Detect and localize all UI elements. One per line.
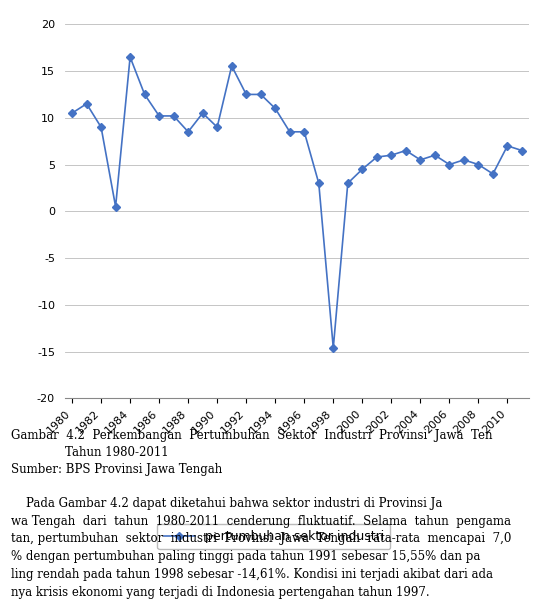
pertumbuhan sektor industri [490, 170, 496, 178]
pertumbuhan sektor industri [359, 165, 366, 173]
pertumbuhan sektor industri [519, 147, 525, 154]
pertumbuhan sektor industri [475, 161, 482, 168]
pertumbuhan sektor industri [301, 128, 307, 136]
pertumbuhan sektor industri [171, 112, 177, 120]
pertumbuhan sektor industri [141, 91, 148, 98]
Text: Sumber: BPS Provinsi Jawa Tengah: Sumber: BPS Provinsi Jawa Tengah [11, 463, 222, 475]
pertumbuhan sektor industri [156, 112, 163, 120]
pertumbuhan sektor industri [287, 128, 293, 136]
pertumbuhan sektor industri [461, 156, 467, 164]
pertumbuhan sektor industri [374, 153, 380, 161]
pertumbuhan sektor industri [388, 151, 395, 159]
Text: Pada Gambar 4.2 dapat diketahui bahwa sektor industri di Provinsi Ja: Pada Gambar 4.2 dapat diketahui bahwa se… [11, 497, 442, 510]
pertumbuhan sektor industri [228, 62, 235, 69]
pertumbuhan sektor industri [258, 91, 264, 98]
pertumbuhan sektor industri [431, 151, 438, 159]
Text: ling rendah pada tahun 1998 sebesar -14,61%. Kondisi ini terjadi akibat dari ada: ling rendah pada tahun 1998 sebesar -14,… [11, 568, 493, 581]
pertumbuhan sektor industri [315, 179, 322, 187]
pertumbuhan sektor industri [69, 109, 75, 117]
Text: Tahun 1980-2011: Tahun 1980-2011 [65, 446, 168, 458]
pertumbuhan sektor industri [199, 109, 206, 117]
pertumbuhan sektor industri [504, 142, 511, 150]
pertumbuhan sektor industri [98, 123, 104, 131]
Text: Gambar  4.2  Perkembangan  Pertumbuhan  Sektor  Industri  Provinsi  Jawa  Ten: Gambar 4.2 Perkembangan Pertumbuhan Sekt… [11, 429, 492, 441]
Text: tan, pertumbuhan  sektor  industri  Provinsi  Jawa  Tengah  rata-rata  mencapai : tan, pertumbuhan sektor industri Provins… [11, 533, 511, 545]
pertumbuhan sektor industri [403, 147, 409, 154]
pertumbuhan sektor industri [345, 179, 351, 187]
pertumbuhan sektor industri [112, 203, 119, 210]
pertumbuhan sektor industri [214, 123, 220, 131]
pertumbuhan sektor industri [330, 344, 336, 351]
Line: pertumbuhan sektor industri: pertumbuhan sektor industri [69, 54, 525, 351]
Text: % dengan pertumbuhan paling tinggi pada tahun 1991 sebesar 15,55% dan pa: % dengan pertumbuhan paling tinggi pada … [11, 550, 480, 564]
pertumbuhan sektor industri [185, 128, 191, 136]
pertumbuhan sektor industri [272, 105, 279, 112]
Text: nya krisis ekonomi yang terjadi di Indonesia pertengahan tahun 1997.: nya krisis ekonomi yang terjadi di Indon… [11, 586, 429, 599]
pertumbuhan sektor industri [83, 100, 90, 108]
pertumbuhan sektor industri [417, 156, 423, 164]
Legend: pertumbuhan sektor industri: pertumbuhan sektor industri [157, 523, 390, 549]
pertumbuhan sektor industri [243, 91, 249, 98]
Text: wa Tengah  dari  tahun  1980-2011  cenderung  fluktuatif.  Selama  tahun  pengam: wa Tengah dari tahun 1980-2011 cenderung… [11, 514, 511, 528]
pertumbuhan sektor industri [127, 54, 133, 61]
pertumbuhan sektor industri [446, 161, 453, 168]
